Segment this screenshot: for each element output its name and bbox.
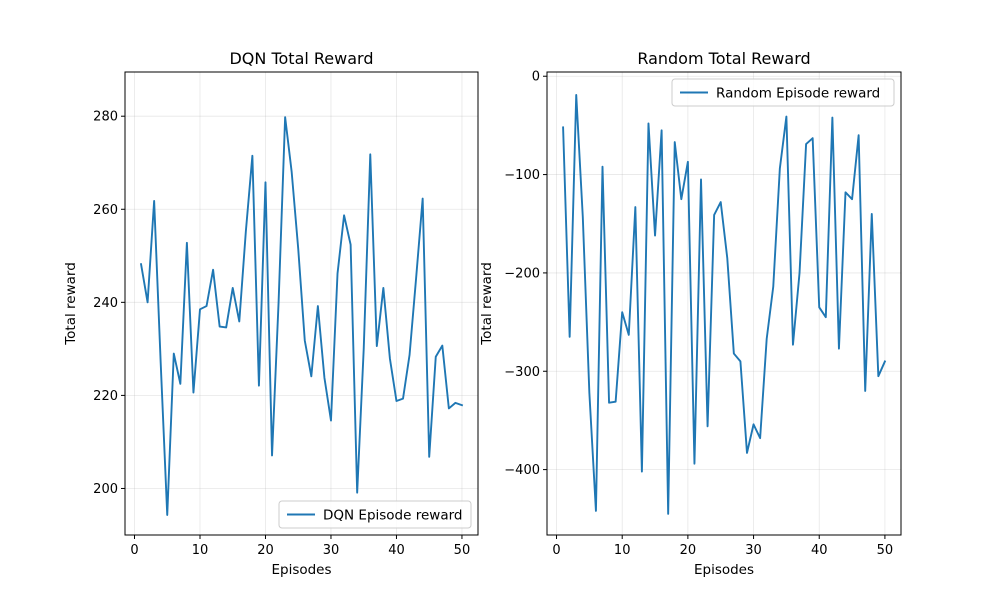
series-line [139, 116, 464, 516]
y-tick-label: 280 [93, 110, 118, 125]
chart-title: DQN Total Reward [229, 49, 373, 68]
x-axis-label: Episodes [271, 562, 331, 578]
x-tick-label: 30 [745, 543, 762, 558]
legend-label: DQN Episode reward [323, 508, 462, 524]
y-tick-label: 260 [93, 203, 118, 218]
x-tick-label: 20 [257, 543, 274, 558]
y-tick-label: 200 [93, 482, 118, 497]
x-tick-label: 50 [454, 543, 471, 558]
y-tick-label: −300 [504, 365, 540, 380]
x-tick-label: 0 [552, 543, 560, 558]
x-tick-label: 10 [614, 543, 631, 558]
axes-frame [124, 71, 479, 536]
y-tick-label: 240 [93, 296, 118, 311]
legend-box [278, 500, 472, 529]
legend: Random Episode reward [671, 78, 895, 107]
legend-label: Random Episode reward [716, 86, 880, 102]
chart-title: Random Total Reward [637, 49, 810, 68]
random-reward-plot: 0 10 20 30 40 50 0 −100 −200 −300 −400 Random Total… [479, 49, 902, 578]
y-tick-label: −200 [504, 266, 540, 281]
dqn-reward-plot: 0 10 20 30 40 50 200 220 240 260 280 DQN Total Rewa… [63, 49, 479, 578]
axes-frame [546, 71, 902, 536]
x-tick-label: 30 [323, 543, 340, 558]
y-axis-label: Total reward [63, 262, 79, 346]
x-tick-label: 10 [192, 543, 209, 558]
x-tick-label: 40 [811, 543, 828, 558]
y-tick-label: −400 [504, 463, 540, 478]
x-tick-label: 0 [130, 543, 138, 558]
y-axis-label: Total reward [479, 262, 495, 346]
series-line [562, 93, 887, 515]
y-tick-label: 0 [532, 70, 540, 85]
y-tick-label: −100 [504, 168, 540, 183]
x-tick-label: 20 [680, 543, 697, 558]
x-tick-label: 50 [877, 543, 894, 558]
x-axis-label: Episodes [694, 562, 754, 578]
legend-box [671, 78, 895, 107]
y-tick-label: 220 [93, 389, 118, 404]
legend: DQN Episode reward [278, 500, 472, 529]
x-tick-label: 40 [388, 543, 405, 558]
